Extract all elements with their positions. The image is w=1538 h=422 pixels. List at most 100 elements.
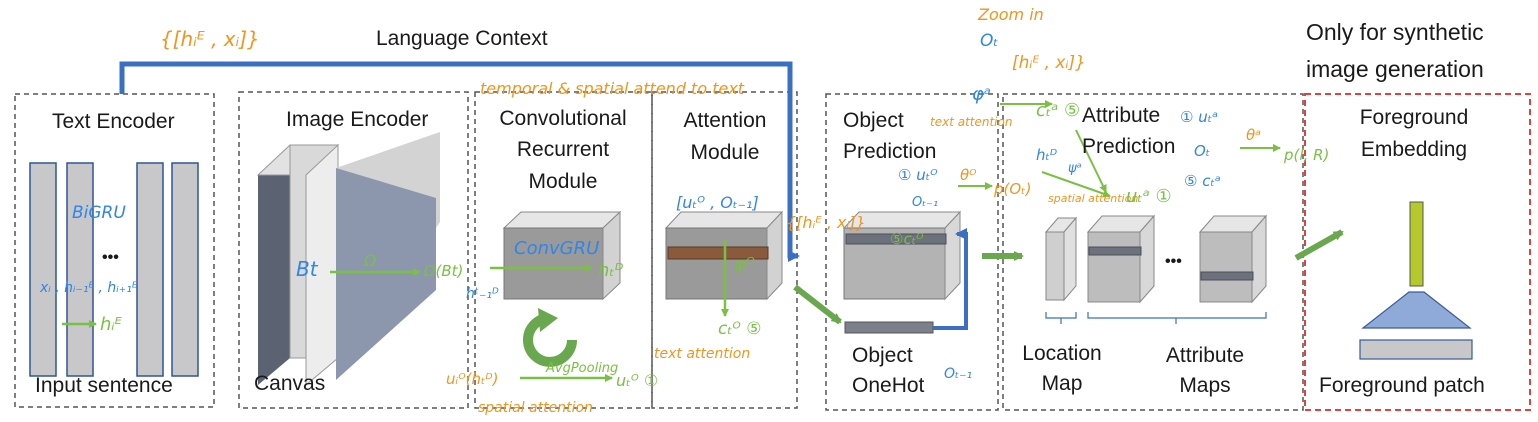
text-attention-1-annotation: text attention xyxy=(654,346,750,362)
only-synthetic-label-2: image generation xyxy=(1306,56,1484,82)
objpred-side xyxy=(944,210,961,301)
p-lr-annotation: p(l, R) xyxy=(1283,146,1329,164)
attr-map-2-front xyxy=(1199,231,1253,303)
only-synthetic-label-1: Only for synthetic xyxy=(1306,19,1484,45)
text-encoder-label: Text Encoder xyxy=(52,110,175,133)
avgpooling-annotation: AvgPooling xyxy=(545,361,618,376)
language-context-label: Language Context xyxy=(376,27,548,50)
spatial-attention-2-annotation: spatial attention xyxy=(1048,192,1138,205)
attrmaps-label-2: Maps xyxy=(1179,374,1230,397)
ct-a-right-annotation: ⑤ cₜᵃ xyxy=(1184,172,1221,190)
omega-annotation: Ω xyxy=(363,251,377,270)
theta-o-annotation: θᴼ xyxy=(960,166,977,184)
hi-xi-right-annotation: [hᵢᴱ , xᵢ]} xyxy=(1012,53,1086,73)
attrpred-label-1: Attribute xyxy=(1082,104,1160,127)
convgru-top xyxy=(502,211,622,229)
canvas-front xyxy=(258,145,290,385)
text-encoder-box xyxy=(14,93,215,408)
text-ellipsis: ••• xyxy=(102,249,119,266)
canvas-label: Canvas xyxy=(254,372,325,395)
theta-a-annotation: θᵃ xyxy=(1246,126,1261,144)
conv-label-1: Convolutional xyxy=(499,107,626,130)
attn-label-1: Attention xyxy=(684,109,767,132)
ot-minus1-onehot-annotation: Oₜ₋₁ xyxy=(944,366,972,382)
ut-ot-annotation: [uₜᴼ , Oₜ₋₁] xyxy=(676,193,759,212)
attr-map-1-slice xyxy=(1088,246,1142,256)
to-foreground-arrow xyxy=(1294,229,1344,261)
convgru-side xyxy=(602,210,621,301)
conv-label-3: Module xyxy=(529,170,598,193)
ui-ht-annotation: uᵢᴼ(hₜᴰ) xyxy=(446,370,499,388)
ut-a-annotation: uₜᵃ ① xyxy=(1126,186,1172,207)
object-onehot-bar xyxy=(844,321,934,334)
convgru-annotation: ConvGRU xyxy=(514,238,599,259)
recurrent-cycle-head xyxy=(538,308,558,332)
ht-to-ut-arrow xyxy=(1041,171,1111,198)
location-label-2: Map xyxy=(1042,372,1083,395)
bigru-annotation: BiGRU xyxy=(72,203,126,223)
objpred-label-2: Prediction xyxy=(843,140,936,163)
h-t-d-annotation: hₜᴰ xyxy=(598,260,624,281)
input-sentence-label: Input sentence xyxy=(35,374,173,397)
h-t-minus1-annotation: hᵗ₋₁ᴰ xyxy=(466,286,499,302)
attention-side xyxy=(766,210,783,301)
ot-right-annotation: Oₜ xyxy=(1194,142,1210,160)
omega-bt-annotation: Ω(Bt) xyxy=(423,262,463,280)
foreground-patch-bar xyxy=(1359,339,1473,360)
foreground-embedding-bar xyxy=(1409,201,1424,287)
ct-a-top-annotation: cₜᵃ ⑤ xyxy=(1036,100,1080,121)
objpred-label-1: Object xyxy=(843,109,904,132)
ut-o-obj-annotation: ① uₜᴼ xyxy=(898,166,938,184)
location-map-side xyxy=(1063,216,1077,302)
ct-o-obj-annotation: ⑤cₜᴼ xyxy=(890,230,924,248)
phi-o-annotation: φᴼ xyxy=(734,254,755,275)
attention-slice xyxy=(667,246,769,260)
attr-map-1-front xyxy=(1087,231,1141,303)
attr-map-1-side xyxy=(1139,214,1155,304)
psi-a-annotation: ψᵃ xyxy=(1068,161,1082,176)
text-attention-2-annotation: text attention xyxy=(930,115,1012,129)
attribute-brace xyxy=(1087,312,1267,324)
spatial-attention-1-annotation: spatial attention xyxy=(478,400,593,416)
bigru-slab-3 xyxy=(136,162,164,377)
encoder-trapezoid xyxy=(336,168,436,380)
hi-e-annotation: hᵢᴱ xyxy=(100,314,123,335)
fg-embed-label-1: Foreground xyxy=(1360,106,1469,129)
objonehot-label-1: Object xyxy=(852,344,913,367)
location-brace xyxy=(1045,312,1077,324)
ot-top-annotation: Oₜ xyxy=(980,31,998,51)
convgru-front xyxy=(503,227,604,300)
attention-top xyxy=(664,211,784,229)
temporal-spatial-annotation: temporal & spatial attend to text xyxy=(480,79,745,98)
onehot-feedback-line xyxy=(933,228,968,330)
bigru-slab-4 xyxy=(171,162,199,377)
attrpred-label-2: Prediction xyxy=(1082,135,1175,158)
phi-a-annotation: φᵃ xyxy=(972,84,991,105)
bt-annotation: Bt xyxy=(296,257,319,281)
fg-embed-label-2: Embedding xyxy=(1361,138,1467,161)
attr-map-2-slice xyxy=(1200,271,1254,281)
image-encoder-label: Image Encoder xyxy=(286,108,428,131)
fg-patch-label: Foreground patch xyxy=(1319,374,1485,397)
bigru-slab-2 xyxy=(66,162,94,377)
attrmaps-label-1: Attribute xyxy=(1166,344,1244,367)
hi-xi-mid-annotation: {[hᵢᴱ , xᵢ]} xyxy=(786,213,866,232)
ut-o-annotation: uₜᴼ ① xyxy=(616,371,658,390)
objonehot-label-2: OneHot xyxy=(852,374,925,397)
ot-minus1-obj-annotation: Oₜ₋₁ xyxy=(912,195,938,210)
objpred-slice xyxy=(845,233,947,245)
attention-module-box xyxy=(651,91,798,409)
hi-xi-top-annotation: {[hᵢᴱ , xᵢ]} xyxy=(160,27,260,51)
location-label-1: Location xyxy=(1022,342,1101,365)
xi-h-annotation: xᵢ , hᵢ₋₁ᴱ , hᵢ₊₁ᴱ xyxy=(39,280,138,296)
foreground-trapezoid xyxy=(1361,291,1472,329)
image-encoder-box xyxy=(238,91,469,409)
location-map-front xyxy=(1045,231,1065,301)
ct-a-arrow xyxy=(1075,129,1107,193)
attn-label-2: Module xyxy=(691,141,760,164)
conv-label-2: Recurrent xyxy=(517,138,609,161)
ut-a-right-annotation: ① uₜᵃ xyxy=(1180,108,1218,126)
conv-recurrent-box xyxy=(474,91,653,409)
h-t-d-attr-annotation: hₜᴰ xyxy=(1036,146,1058,164)
